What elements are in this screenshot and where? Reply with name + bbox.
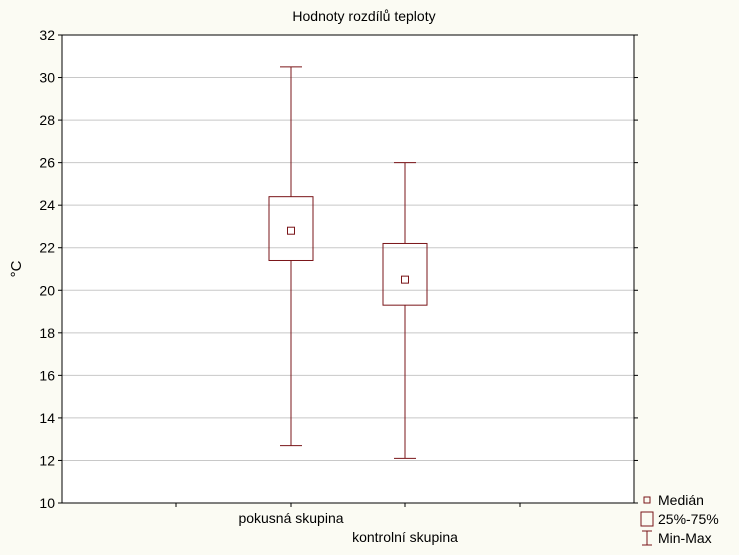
legend-label: Medián	[658, 492, 704, 508]
y-tick-label: 20	[39, 282, 55, 298]
y-tick-label: 28	[39, 112, 55, 128]
iqr-box	[268, 196, 314, 261]
median-marker	[401, 275, 409, 284]
iqr-box	[382, 242, 428, 306]
box-2	[382, 162, 428, 459]
median-marker	[287, 226, 295, 235]
plot-frame	[61, 34, 635, 504]
x-axis: pokusná skupina kontrolní skupina	[175, 503, 521, 545]
x-category-label: pokusná skupina	[238, 510, 343, 526]
legend-label: 25%-75%	[658, 511, 719, 527]
x-category-label: kontrolní skupina	[352, 529, 458, 545]
gridlines	[62, 77, 634, 461]
legend-box-icon	[640, 511, 654, 527]
legend: Medián 25%-75% Min-Max	[640, 492, 719, 546]
y-axis-label: °C	[8, 260, 25, 277]
y-tick-label: 24	[39, 197, 55, 213]
boxes	[268, 66, 428, 459]
plot-area	[62, 35, 634, 503]
legend-median-icon	[643, 496, 651, 504]
box-1	[268, 66, 314, 447]
y-tick-label: 18	[39, 325, 55, 341]
legend-label: Min-Max	[658, 530, 712, 546]
y-tick-label: 32	[39, 27, 55, 43]
y-axis: 10 12 14 16 18 20 22 24 26 28 30 32	[39, 27, 638, 511]
y-tick-label: 10	[39, 495, 55, 511]
y-tick-label: 30	[39, 70, 55, 86]
y-tick-label: 16	[39, 367, 55, 383]
y-tick-label: 14	[39, 410, 55, 426]
chart-title: Hodnoty rozdílů teploty	[292, 8, 435, 24]
y-tick-label: 22	[39, 240, 55, 256]
y-tick-label: 12	[39, 452, 55, 468]
y-tick-label: 26	[39, 155, 55, 171]
